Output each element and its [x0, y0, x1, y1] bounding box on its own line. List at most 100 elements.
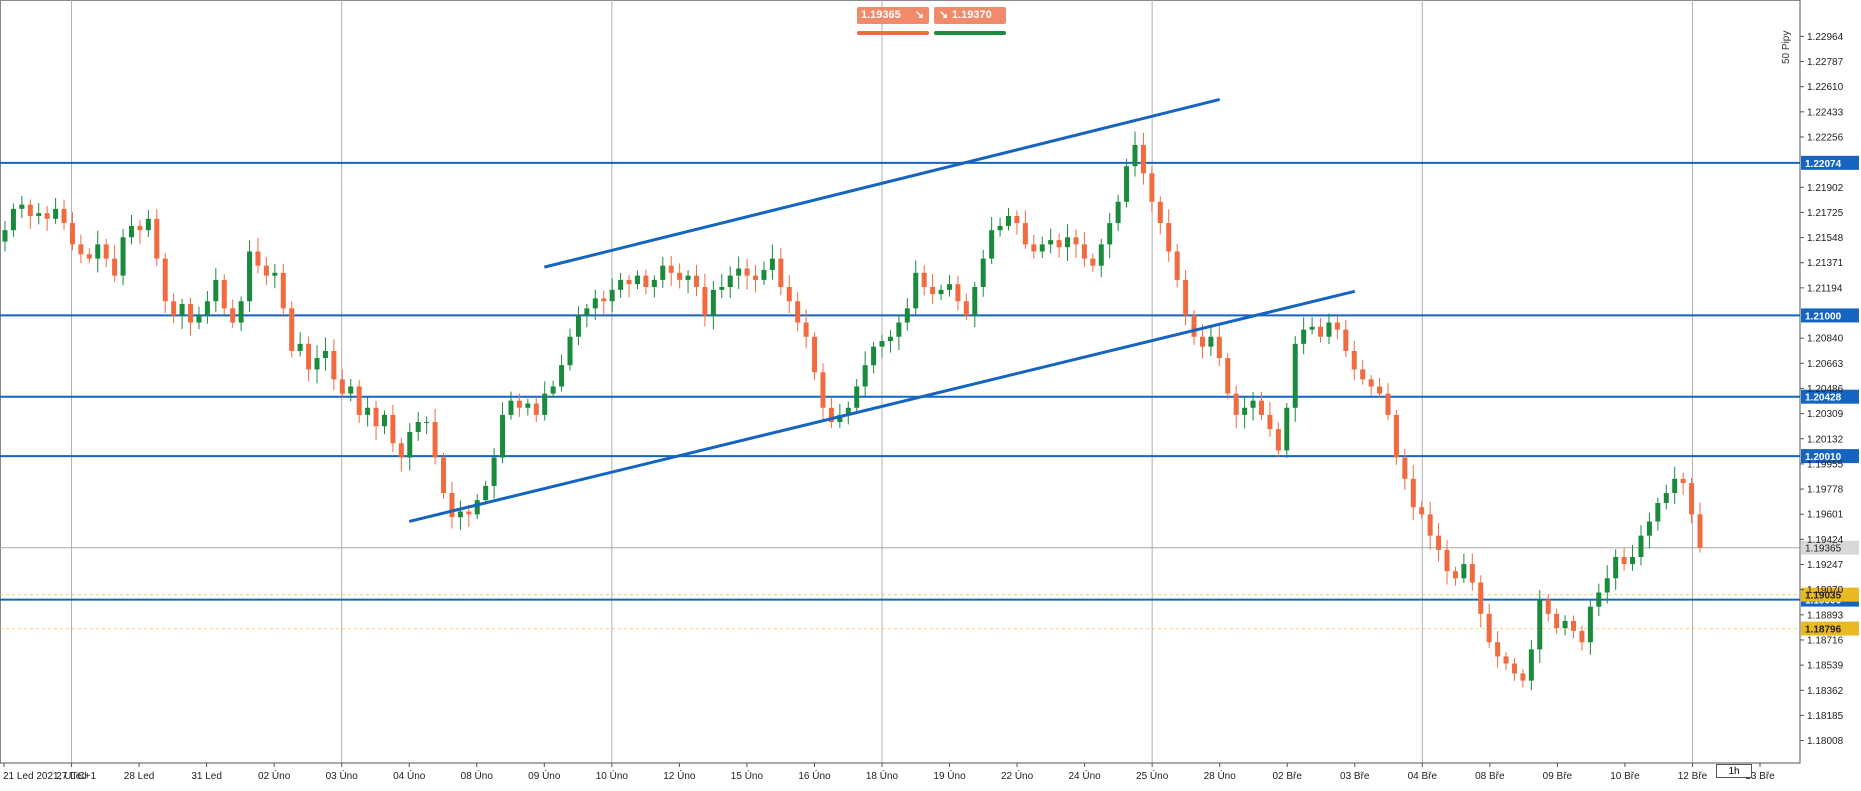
candle-up: [1663, 493, 1669, 503]
candle-down: [78, 244, 84, 255]
candle-up: [424, 421, 430, 423]
marker-price-label: 1.19035: [1805, 591, 1842, 602]
candle-down: [1419, 507, 1425, 515]
candle-up: [634, 275, 640, 285]
candle-down: [373, 407, 379, 427]
candle-up: [854, 386, 860, 408]
marker-price-tag: [1801, 587, 1859, 602]
sell-price-button[interactable]: 1.19365 ↘: [857, 7, 929, 24]
candle-up: [1242, 407, 1248, 415]
candle-up: [179, 304, 185, 316]
candle-up: [989, 230, 995, 259]
y-tick-label: 1.19424: [1807, 535, 1844, 546]
candle-down: [626, 279, 632, 285]
candle-up: [769, 258, 775, 270]
candle-down: [1031, 244, 1037, 252]
candle-down: [1503, 656, 1509, 664]
candle-down: [1056, 240, 1062, 248]
x-tick-label: 08 Úno: [461, 769, 494, 782]
x-tick-label: 09 Bře: [1543, 771, 1573, 782]
candle-down: [1275, 429, 1281, 451]
candle-down: [1081, 244, 1087, 259]
sell-price-value: 1.19365: [861, 9, 901, 21]
candle-down: [69, 223, 75, 245]
candle-down: [1090, 258, 1096, 266]
candle-up: [1115, 201, 1121, 224]
y-tick-label: 1.19247: [1807, 560, 1844, 571]
y-tick-label: 1.20132: [1807, 434, 1844, 445]
x-tick-label: 02 Úno: [258, 769, 291, 782]
candle-down: [1318, 326, 1324, 337]
candle-up: [483, 485, 489, 501]
timeframe-badge[interactable]: 1h: [1716, 764, 1752, 778]
candle-down: [61, 208, 67, 224]
candle-down: [668, 265, 674, 273]
candle-up: [1587, 606, 1593, 643]
x-tick-label: 13 Bře: [1745, 771, 1775, 782]
y-tick-label: 1.20309: [1807, 409, 1844, 420]
candle-down: [398, 443, 404, 458]
buy-price-button[interactable]: ↘ 1.19370: [934, 7, 1006, 24]
candle-up: [1638, 535, 1644, 557]
y-tick-label: 1.22787: [1807, 57, 1844, 68]
y-tick-label: 1.22256: [1807, 132, 1844, 143]
candle-up: [862, 365, 868, 387]
candle-up: [904, 308, 910, 323]
y-tick-label: 1.19601: [1807, 510, 1844, 521]
candle-down: [1199, 336, 1205, 347]
candle-up: [314, 358, 320, 370]
candle-down: [753, 275, 759, 280]
level-price-label: 1.22074: [1805, 159, 1842, 170]
candle-down: [1554, 613, 1560, 629]
candle-down: [1174, 251, 1180, 280]
x-tick-label: 04 Úno: [393, 769, 426, 782]
candle-down: [955, 284, 961, 302]
x-tick-label: 16 Úno: [798, 769, 831, 782]
candle-down: [1149, 173, 1155, 202]
candle-up: [938, 289, 944, 295]
y-tick-label: 1.22964: [1807, 32, 1844, 43]
candle-layer: [2, 131, 1703, 691]
candle-up: [845, 407, 851, 415]
x-tick-label: 15 Úno: [731, 769, 764, 782]
candle-down: [1022, 223, 1028, 245]
candle-up: [10, 208, 16, 231]
trendline[interactable]: [543, 98, 1221, 269]
candle-up: [559, 365, 565, 387]
candle-down: [601, 298, 607, 302]
candle-down: [1334, 322, 1340, 330]
candle-down: [1073, 237, 1079, 245]
candle-up: [618, 279, 624, 290]
candle-up: [322, 350, 328, 359]
candle-up: [95, 244, 101, 259]
level-layer: 1.220741.210001.204281.200101.190001.190…: [0, 155, 1859, 636]
trend-layer[interactable]: [408, 98, 1356, 523]
candle-up: [871, 346, 877, 366]
candle-down: [441, 457, 447, 494]
candle-down: [1545, 599, 1551, 614]
marker-price-label: 1.18796: [1805, 625, 1842, 636]
candle-down: [744, 268, 750, 276]
level-price-tag: [1801, 308, 1859, 323]
candle-down: [449, 493, 455, 518]
candle-down: [154, 218, 160, 259]
y-tick-label: 1.19955: [1807, 459, 1844, 470]
candle-up: [1284, 407, 1290, 451]
candle-up: [651, 279, 657, 288]
candle-down: [137, 225, 143, 231]
x-tick-label: 22 Úno: [1001, 769, 1034, 782]
candle-up: [19, 204, 25, 209]
candle-down: [289, 308, 295, 351]
candle-up: [972, 287, 978, 316]
candle-down: [1579, 630, 1585, 643]
candle-down: [466, 511, 472, 515]
trendline[interactable]: [408, 289, 1356, 523]
y-tick-label: 1.18008: [1807, 736, 1844, 747]
candle-up: [525, 403, 531, 408]
scale-label: 50 Pipy: [1781, 30, 1792, 64]
level-price-label: 1.20010: [1805, 452, 1842, 463]
candle-down: [533, 403, 539, 415]
marker-price-tag: [1801, 621, 1859, 636]
